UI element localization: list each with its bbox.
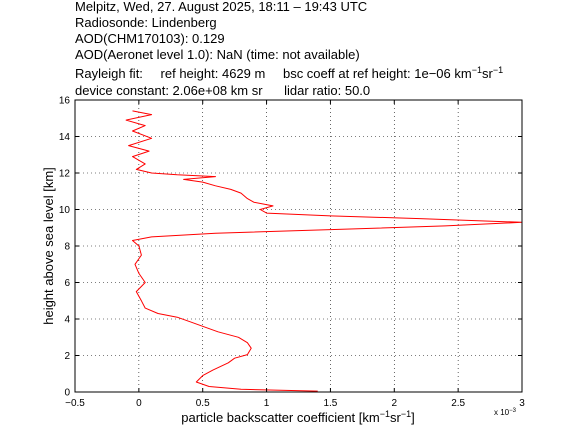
data-layer — [125, 110, 523, 392]
x-tick-label: 1.5 — [323, 398, 337, 409]
title-aod-aeronet: AOD(Aeronet level 1.0): NaN (time: not a… — [75, 47, 360, 62]
y-axis-label: height above sea level [km] — [41, 167, 56, 325]
plot-area — [75, 100, 522, 392]
x-tick-label: −0.5 — [65, 398, 85, 409]
title-radiosonde: Radiosonde: Lindenberg — [75, 15, 217, 30]
device-constant: device constant: 2.06e+08 km sr — [75, 83, 263, 98]
y-tick-label: 16 — [59, 96, 71, 107]
rayleigh-fit-line: Rayleigh fit: ref height: 4629 m bsc coe… — [75, 66, 503, 82]
lidar-ratio: lidar ratio: 50.0 — [284, 83, 371, 98]
x-tick-label: 0 — [136, 398, 142, 409]
y-tick-label: 10 — [59, 205, 71, 216]
x-tick-label: 2.5 — [451, 398, 465, 409]
y-tick-label: 8 — [64, 242, 70, 253]
y-tick-label: 14 — [59, 132, 71, 143]
ref-height: ref height: 4629 m — [160, 66, 266, 81]
title-location-time: Melpitz, Wed, 27. August 2025, 18:11 – 1… — [75, 0, 368, 14]
device-constant-line: device constant: 2.06e+08 km sr lidar ra… — [75, 83, 370, 99]
backscatter-profile-line — [125, 110, 523, 392]
x-tick-label: 2 — [392, 398, 398, 409]
rayleigh-fit-label: Rayleigh fit: — [75, 66, 143, 81]
x-tick-label: 3 — [519, 398, 525, 409]
x-tick-label: 1 — [264, 398, 270, 409]
x-axis-label: particle backscatter coefficient [km−1sr… — [181, 409, 414, 425]
bsc-coeff: bsc coeff at ref height: 1e−06 km−1sr−1 — [282, 65, 504, 82]
title-aod-chm: AOD(CHM170103): 0.129 — [75, 31, 225, 46]
x-multiplier: x 10−3 — [494, 408, 517, 417]
y-tick-label: 12 — [59, 169, 71, 180]
y-tick-label: 6 — [64, 278, 70, 289]
y-tick-label: 2 — [64, 351, 70, 362]
x-tick-label: 0.5 — [196, 398, 210, 409]
y-tick-label: 0 — [64, 388, 70, 399]
y-tick-label: 4 — [64, 315, 70, 326]
